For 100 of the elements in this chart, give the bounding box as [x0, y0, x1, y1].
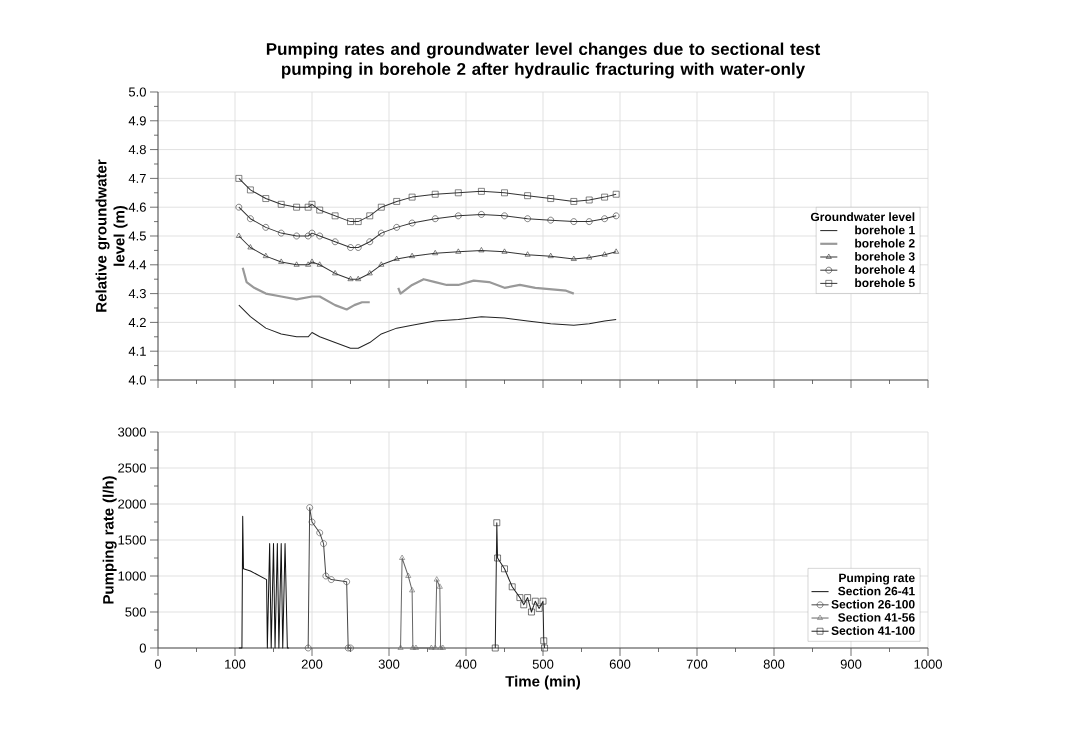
point [308, 229, 316, 237]
point [524, 192, 531, 199]
y-tick-label: 4.3 [128, 288, 146, 299]
point [601, 215, 608, 223]
point [524, 251, 531, 257]
point [601, 193, 608, 201]
point [413, 644, 419, 650]
point [524, 594, 531, 601]
point [501, 189, 508, 197]
point [570, 218, 578, 225]
point [409, 644, 416, 650]
y-tick-label: 0 [139, 643, 146, 653]
point [539, 597, 547, 605]
point [409, 587, 415, 593]
point [393, 198, 400, 205]
point [306, 504, 313, 511]
point [547, 216, 555, 224]
point [309, 258, 315, 264]
point [316, 232, 323, 240]
point [431, 215, 439, 223]
point [535, 605, 543, 612]
point [247, 215, 254, 223]
point [262, 252, 269, 258]
x-tick-label: 100 [225, 659, 246, 669]
point [455, 212, 462, 220]
y-tick-label: 4.4 [128, 260, 147, 270]
y-tick-label: 4.9 [128, 116, 146, 126]
point [247, 244, 254, 250]
point [304, 232, 312, 240]
point [354, 244, 362, 251]
point [293, 261, 300, 267]
y-tick-label: 4.1 [128, 346, 146, 356]
point [433, 576, 440, 582]
point [366, 212, 374, 220]
point [278, 258, 285, 264]
x-tick-label: 700 [686, 659, 708, 669]
point [437, 644, 444, 650]
point [331, 238, 339, 246]
point [316, 261, 323, 267]
x-tick-label: 600 [609, 659, 631, 669]
point [501, 565, 508, 573]
point [493, 519, 501, 527]
point [235, 203, 243, 211]
point [455, 189, 462, 197]
point [585, 218, 593, 225]
point [409, 252, 415, 258]
legend-label: Section 41-100 [831, 626, 915, 635]
point [428, 644, 435, 650]
point [520, 601, 528, 609]
y-tick-label: 4.7 [128, 173, 146, 183]
x-tick-label: 0 [154, 659, 162, 669]
x-tick-label: 900 [840, 659, 862, 669]
point [322, 572, 330, 580]
point [440, 644, 446, 650]
point [378, 261, 385, 267]
x-tick-label: 500 [532, 659, 554, 669]
legend-title: Groundwater level [810, 212, 915, 222]
point [613, 248, 620, 254]
point [408, 219, 416, 227]
point [347, 275, 354, 281]
y-tick-label: 1500 [118, 535, 146, 545]
point [293, 203, 300, 211]
y-axis-title: Pumping rate (l/h) [102, 476, 117, 604]
point [501, 212, 508, 220]
point [332, 270, 338, 276]
point [532, 597, 539, 605]
chart-title: Pumping rates and groundwater level changes due to sectional test pumping in borehole 2 after hydraulic fracturing with water-only [266, 42, 821, 79]
point [405, 572, 412, 578]
y-tick-label: 3000 [118, 427, 146, 437]
point [478, 211, 485, 218]
y-axis-title: Relative groundwater level (m) [95, 159, 128, 312]
point [355, 275, 362, 281]
y-tick-label: 4.6 [128, 202, 146, 212]
point [393, 255, 400, 261]
y-tick-label: 4.5 [128, 231, 146, 241]
point [541, 644, 548, 652]
point [408, 193, 416, 201]
point [547, 252, 554, 258]
point [277, 201, 285, 208]
point [293, 232, 300, 240]
point [612, 190, 620, 198]
point [431, 190, 439, 198]
point [262, 224, 270, 231]
point [316, 206, 323, 214]
point [501, 248, 508, 254]
legend-label: borehole 3 [855, 251, 915, 261]
point [540, 637, 548, 645]
point [399, 554, 405, 560]
point [508, 583, 516, 591]
point [343, 578, 350, 586]
point [354, 218, 362, 225]
point [455, 248, 462, 254]
legend-label: borehole 5 [855, 278, 915, 288]
point [612, 212, 620, 220]
point [331, 212, 339, 220]
point [304, 203, 312, 211]
legend-title: Pumping rate [839, 573, 915, 585]
point [601, 251, 608, 257]
point [366, 270, 373, 276]
y-tick-label: 4.8 [128, 144, 146, 155]
